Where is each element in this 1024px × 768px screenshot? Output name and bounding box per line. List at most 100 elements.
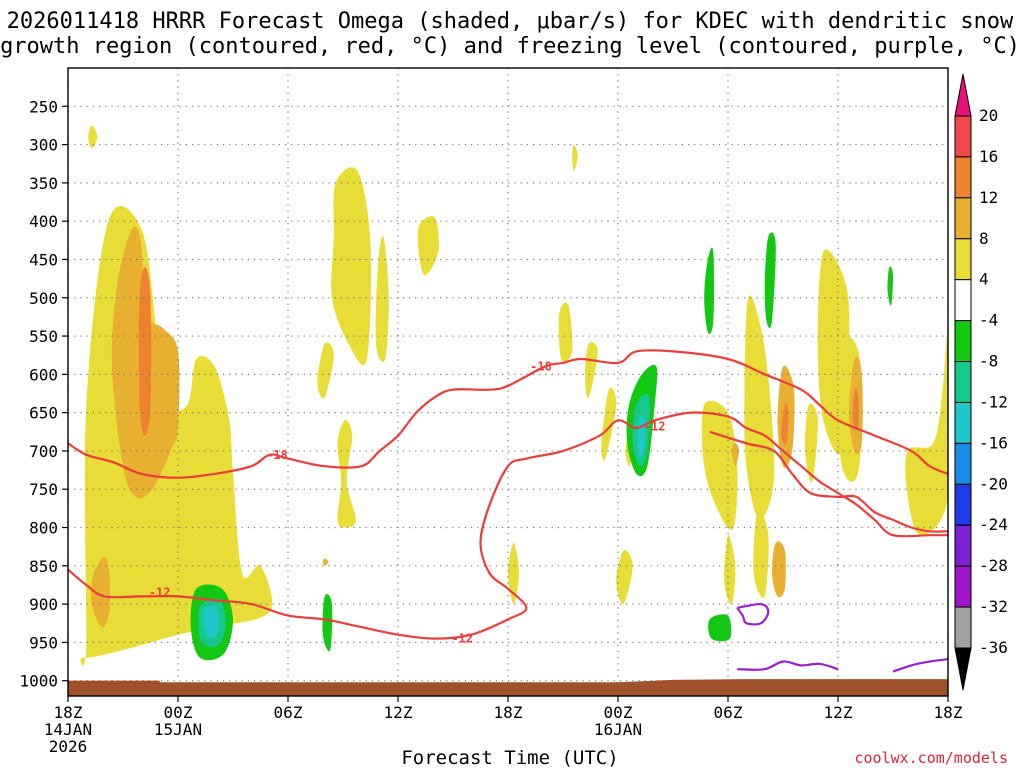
colorbar-segment xyxy=(954,565,972,608)
colorbar-segment xyxy=(954,401,972,444)
colorbar-top-triangle xyxy=(954,73,972,117)
colorbar-segment xyxy=(954,361,972,403)
colorbar-segment xyxy=(954,156,972,199)
colorbar-bottom-triangle xyxy=(954,647,972,691)
colorbar-label: 20 xyxy=(979,106,998,125)
dgz-contour--12-2 xyxy=(68,411,948,640)
dgz-contour--18-0 xyxy=(68,349,948,479)
chart-title-line-2: growth region (contoured, red, °C) and f… xyxy=(0,34,1020,59)
chart-title-line-1: 2026011418 HRRR Forecast Omega (shaded, … xyxy=(7,9,1014,34)
credit-text: coolwx.com/models xyxy=(854,749,1008,767)
colorbar-segment xyxy=(954,197,972,240)
x-tick-label: 00Z xyxy=(604,703,633,722)
colorbar-label: -24 xyxy=(979,515,1008,534)
y-tick-label: 850 xyxy=(29,557,58,576)
colorbar-label: -20 xyxy=(979,474,1008,493)
colorbar-segment xyxy=(954,524,972,567)
y-tick-label: 300 xyxy=(29,136,58,155)
colorbar-label: -28 xyxy=(979,556,1008,575)
x-tick-label: 15JAN xyxy=(154,720,202,739)
omega-region-17 xyxy=(753,510,769,598)
y-tick-label: 700 xyxy=(29,442,58,461)
y-tick-label: 600 xyxy=(29,365,58,384)
colorbar-label: -12 xyxy=(979,392,1008,411)
omega-region-5 xyxy=(317,342,334,399)
contour-labels: -18 -18 -12 -12 -12 xyxy=(149,360,666,646)
omega-region-7 xyxy=(508,542,519,605)
x-tick-label: 00Z xyxy=(164,703,193,722)
colorbar-label: -36 xyxy=(979,638,1008,657)
y-tick-label: 650 xyxy=(29,404,58,423)
omega-region-28 xyxy=(138,267,152,436)
y-tick-label: 750 xyxy=(29,480,58,499)
colorbar-label: -32 xyxy=(979,597,1008,616)
omega-region-18 xyxy=(804,403,818,483)
colorbar-segment xyxy=(954,279,972,322)
omega-region-29 xyxy=(781,403,789,445)
y-tick-label: 400 xyxy=(29,212,58,231)
omega-region-13 xyxy=(616,550,633,605)
x-axis-title: Forecast Time (UTC) xyxy=(401,747,618,768)
omega-shading xyxy=(80,125,948,666)
omega-region-1 xyxy=(88,125,98,149)
omega-region-35 xyxy=(887,266,894,306)
y-tick-label: 250 xyxy=(29,97,58,116)
y-tick-label: 900 xyxy=(29,595,58,614)
omega-region-3 xyxy=(375,235,389,363)
x-tick-label: 14JAN xyxy=(44,720,92,739)
colorbar-label: 16 xyxy=(979,147,998,166)
x-tick-label: 06Z xyxy=(274,703,303,722)
x-tick-label: 18Z xyxy=(494,703,523,722)
colorbar-label: 12 xyxy=(979,188,998,207)
omega-region-25 xyxy=(771,541,786,598)
y-tick-label: 450 xyxy=(29,250,58,269)
x-tick-label: 18Z xyxy=(54,703,83,722)
omega-region-9 xyxy=(558,302,573,362)
x-tick-label: 06Z xyxy=(714,703,743,722)
omega-region-33 xyxy=(704,247,715,334)
omega-region-34 xyxy=(764,232,776,329)
omega-region-15 xyxy=(744,295,775,521)
x-tick-label: 12Z xyxy=(384,703,413,722)
omega-region-23 xyxy=(91,556,111,628)
dgz-contour--18-1 xyxy=(709,430,948,533)
colorbar-segment xyxy=(954,442,972,485)
colorbar-segment xyxy=(954,238,972,281)
omega-region-2 xyxy=(331,167,372,366)
freezing-level-contours xyxy=(736,602,948,673)
y-tick-label: 950 xyxy=(29,633,58,652)
dendritic-growth-contours xyxy=(68,349,948,640)
terrain-fill xyxy=(68,679,948,696)
omega-region-30 xyxy=(852,388,859,430)
omega-region-16 xyxy=(724,534,736,605)
colorbar: 20 16 12 8 4 -4 -8 -12 -16 -20 -24 -28 -32 -36 xyxy=(954,73,1008,691)
y-tick-label: 800 xyxy=(29,519,58,538)
colorbar-label: -4 xyxy=(979,311,998,330)
omega-region-27 xyxy=(731,443,739,467)
colorbar-label: 8 xyxy=(979,229,989,248)
omega-region-10 xyxy=(585,341,598,398)
y-tick-label: 1000 xyxy=(19,672,58,691)
contour-label: -18 xyxy=(530,360,552,374)
y-axis: 250 300 350 400 450 500 550 600 650 700 750 800 850 9… xyxy=(19,97,68,691)
colorbar-label: 4 xyxy=(979,270,989,289)
x-tick-label: 12Z xyxy=(824,703,853,722)
contour-label: -12 xyxy=(644,419,666,433)
x-tick-label: 18Z xyxy=(934,703,963,722)
x-tick-label: 16JAN xyxy=(594,720,642,739)
omega-region-36 xyxy=(322,594,333,652)
y-tick-label: 350 xyxy=(29,174,58,193)
omega-region-42 xyxy=(322,558,329,566)
y-tick-label: 550 xyxy=(29,327,58,346)
colorbar-segment xyxy=(954,483,972,526)
freezing-contour-1 xyxy=(737,660,839,671)
omega-region-8 xyxy=(572,144,578,172)
omega-region-40 xyxy=(203,605,219,639)
contour-label: -12 xyxy=(149,586,171,600)
freezing-contour-2 xyxy=(892,658,948,673)
colorbar-segment xyxy=(954,606,972,649)
colorbar-segment xyxy=(954,320,972,363)
contour-label: -12 xyxy=(451,632,473,646)
